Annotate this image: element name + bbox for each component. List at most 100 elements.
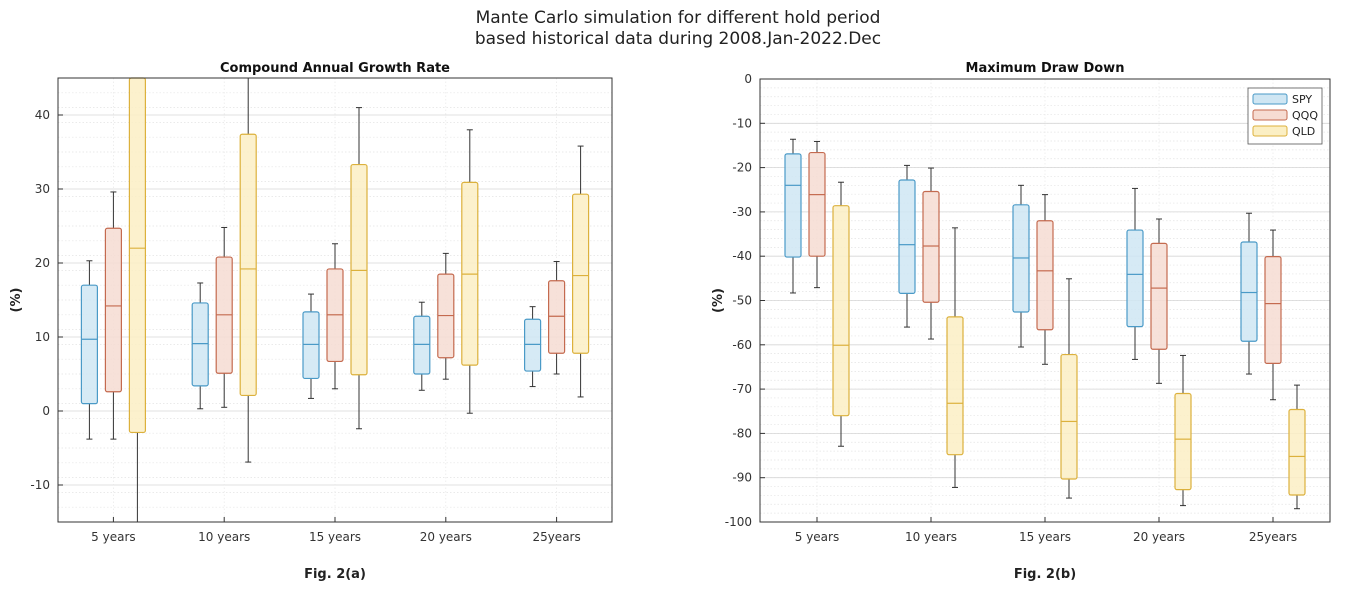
iqr-box xyxy=(571,193,590,354)
x-tick-label: 25years xyxy=(532,530,580,544)
box-qqq-4 xyxy=(547,261,566,375)
box-spy-1 xyxy=(898,164,916,328)
box-spy-2 xyxy=(302,293,320,399)
box-qqq-1 xyxy=(215,226,233,408)
iqr-box xyxy=(1240,241,1258,342)
y-tick-label: -60 xyxy=(732,338,752,352)
x-tick-label: 15 years xyxy=(1019,530,1071,544)
y-tick-label: -50 xyxy=(732,294,752,308)
box-qld-2 xyxy=(1060,278,1078,499)
box-qqq-0 xyxy=(808,140,826,289)
x-tick-label: 5 years xyxy=(91,530,135,544)
iqr-box xyxy=(1264,256,1282,365)
y-tick-label: -80 xyxy=(732,426,752,440)
box-qld-1 xyxy=(946,227,964,488)
iqr-box xyxy=(80,284,99,405)
y-tick-label: -100 xyxy=(725,515,752,529)
iqr-box xyxy=(1174,392,1192,491)
legend-swatch-qld xyxy=(1252,125,1288,137)
x-tick-label: 25years xyxy=(1249,530,1297,544)
y-tick-label: -70 xyxy=(732,382,752,396)
suptitle-line-2: based historical data during 2008.Jan-20… xyxy=(474,29,882,49)
y-tick-label: -40 xyxy=(732,249,752,263)
box-qld-4 xyxy=(1288,384,1306,510)
y-tick-label: -10 xyxy=(30,478,50,492)
x-tick-label: 20 years xyxy=(420,530,472,544)
legend: SPY QQQ QLD xyxy=(1247,87,1323,145)
box-qqq-3 xyxy=(1150,218,1168,384)
iqr-box xyxy=(898,179,916,295)
box-qqq-4 xyxy=(1264,229,1282,401)
x-tick-label: 20 years xyxy=(1133,530,1185,544)
legend-label-spy: SPY xyxy=(1292,93,1312,106)
y-tick-label: 10 xyxy=(35,330,50,344)
y-tick-label: -30 xyxy=(732,205,752,219)
box-spy-4 xyxy=(523,306,542,388)
suptitle-line-1: Mante Carlo simulation for different hol… xyxy=(475,8,881,28)
box-spy-0 xyxy=(784,138,802,294)
y-tick-label: 0 xyxy=(42,404,50,418)
x-tick-label: 5 years xyxy=(795,530,839,544)
iqr-box xyxy=(302,311,320,380)
y-tick-label: 30 xyxy=(35,182,50,196)
y-tick-label: -90 xyxy=(732,471,752,485)
iqr-box xyxy=(922,190,940,303)
iqr-box xyxy=(350,163,368,376)
y-tick-label: 20 xyxy=(35,256,50,270)
iqr-box xyxy=(523,318,542,372)
box-qqq-3 xyxy=(437,252,455,380)
iqr-box xyxy=(128,77,146,434)
box-qld-4 xyxy=(571,145,590,398)
iqr-box xyxy=(1126,229,1144,328)
iqr-box xyxy=(239,133,257,397)
box-qqq-1 xyxy=(922,167,940,340)
box-qqq-2 xyxy=(1036,194,1054,365)
figure-suptitle: Mante Carlo simulation for different hol… xyxy=(0,8,1356,50)
y-axis-label: (%) xyxy=(9,288,24,313)
y-tick-label: -10 xyxy=(732,116,752,130)
box-qld-2 xyxy=(350,107,368,430)
box-qqq-2 xyxy=(326,243,344,390)
box-spy-4 xyxy=(1240,212,1258,375)
box-spy-3 xyxy=(1126,187,1144,360)
y-axis-label: (%) xyxy=(711,288,726,313)
chart-title: Maximum Draw Down xyxy=(966,61,1125,76)
box-spy-0 xyxy=(80,260,99,440)
y-tick-label: -20 xyxy=(732,161,752,175)
iqr-box xyxy=(1060,353,1078,480)
iqr-box xyxy=(413,315,431,375)
iqr-box xyxy=(547,280,566,354)
x-tick-label: 10 years xyxy=(198,530,250,544)
chart-title: Compound Annual Growth Rate xyxy=(220,61,450,76)
x-tick-label: 10 years xyxy=(905,530,957,544)
box-qqq-0 xyxy=(104,191,123,440)
y-tick-label: 0 xyxy=(744,72,752,86)
iqr-box xyxy=(832,205,850,417)
iqr-box xyxy=(191,302,209,387)
box-qld-3 xyxy=(1174,354,1192,507)
axes-frame xyxy=(57,77,613,523)
iqr-box xyxy=(1036,220,1054,331)
iqr-box xyxy=(784,153,802,258)
figure-caption: Fig. 2(a) xyxy=(304,567,366,582)
iqr-box xyxy=(104,227,123,393)
iqr-box xyxy=(1288,408,1306,496)
legend-swatch-qqq xyxy=(1252,109,1288,121)
box-qld-3 xyxy=(461,129,479,414)
cagr-chart: -10 0 10 20 30 40 5 years 10 years 15 years 20 ye… xyxy=(9,61,613,582)
y-tick-label: 40 xyxy=(35,108,50,122)
axes-frame xyxy=(759,78,1331,523)
box-spy-1 xyxy=(191,282,209,410)
box-spy-3 xyxy=(413,301,431,391)
box-qld-1 xyxy=(239,78,257,463)
legend-label-qld: QLD xyxy=(1292,125,1315,138)
iqr-box xyxy=(808,151,826,257)
x-tick-label: 15 years xyxy=(309,530,361,544)
figure-caption: Fig. 2(b) xyxy=(1014,567,1076,582)
legend-swatch-spy xyxy=(1252,93,1288,105)
iqr-box xyxy=(1150,242,1168,350)
legend-label-qqq: QQQ xyxy=(1292,109,1318,122)
box-spy-2 xyxy=(1012,184,1030,348)
